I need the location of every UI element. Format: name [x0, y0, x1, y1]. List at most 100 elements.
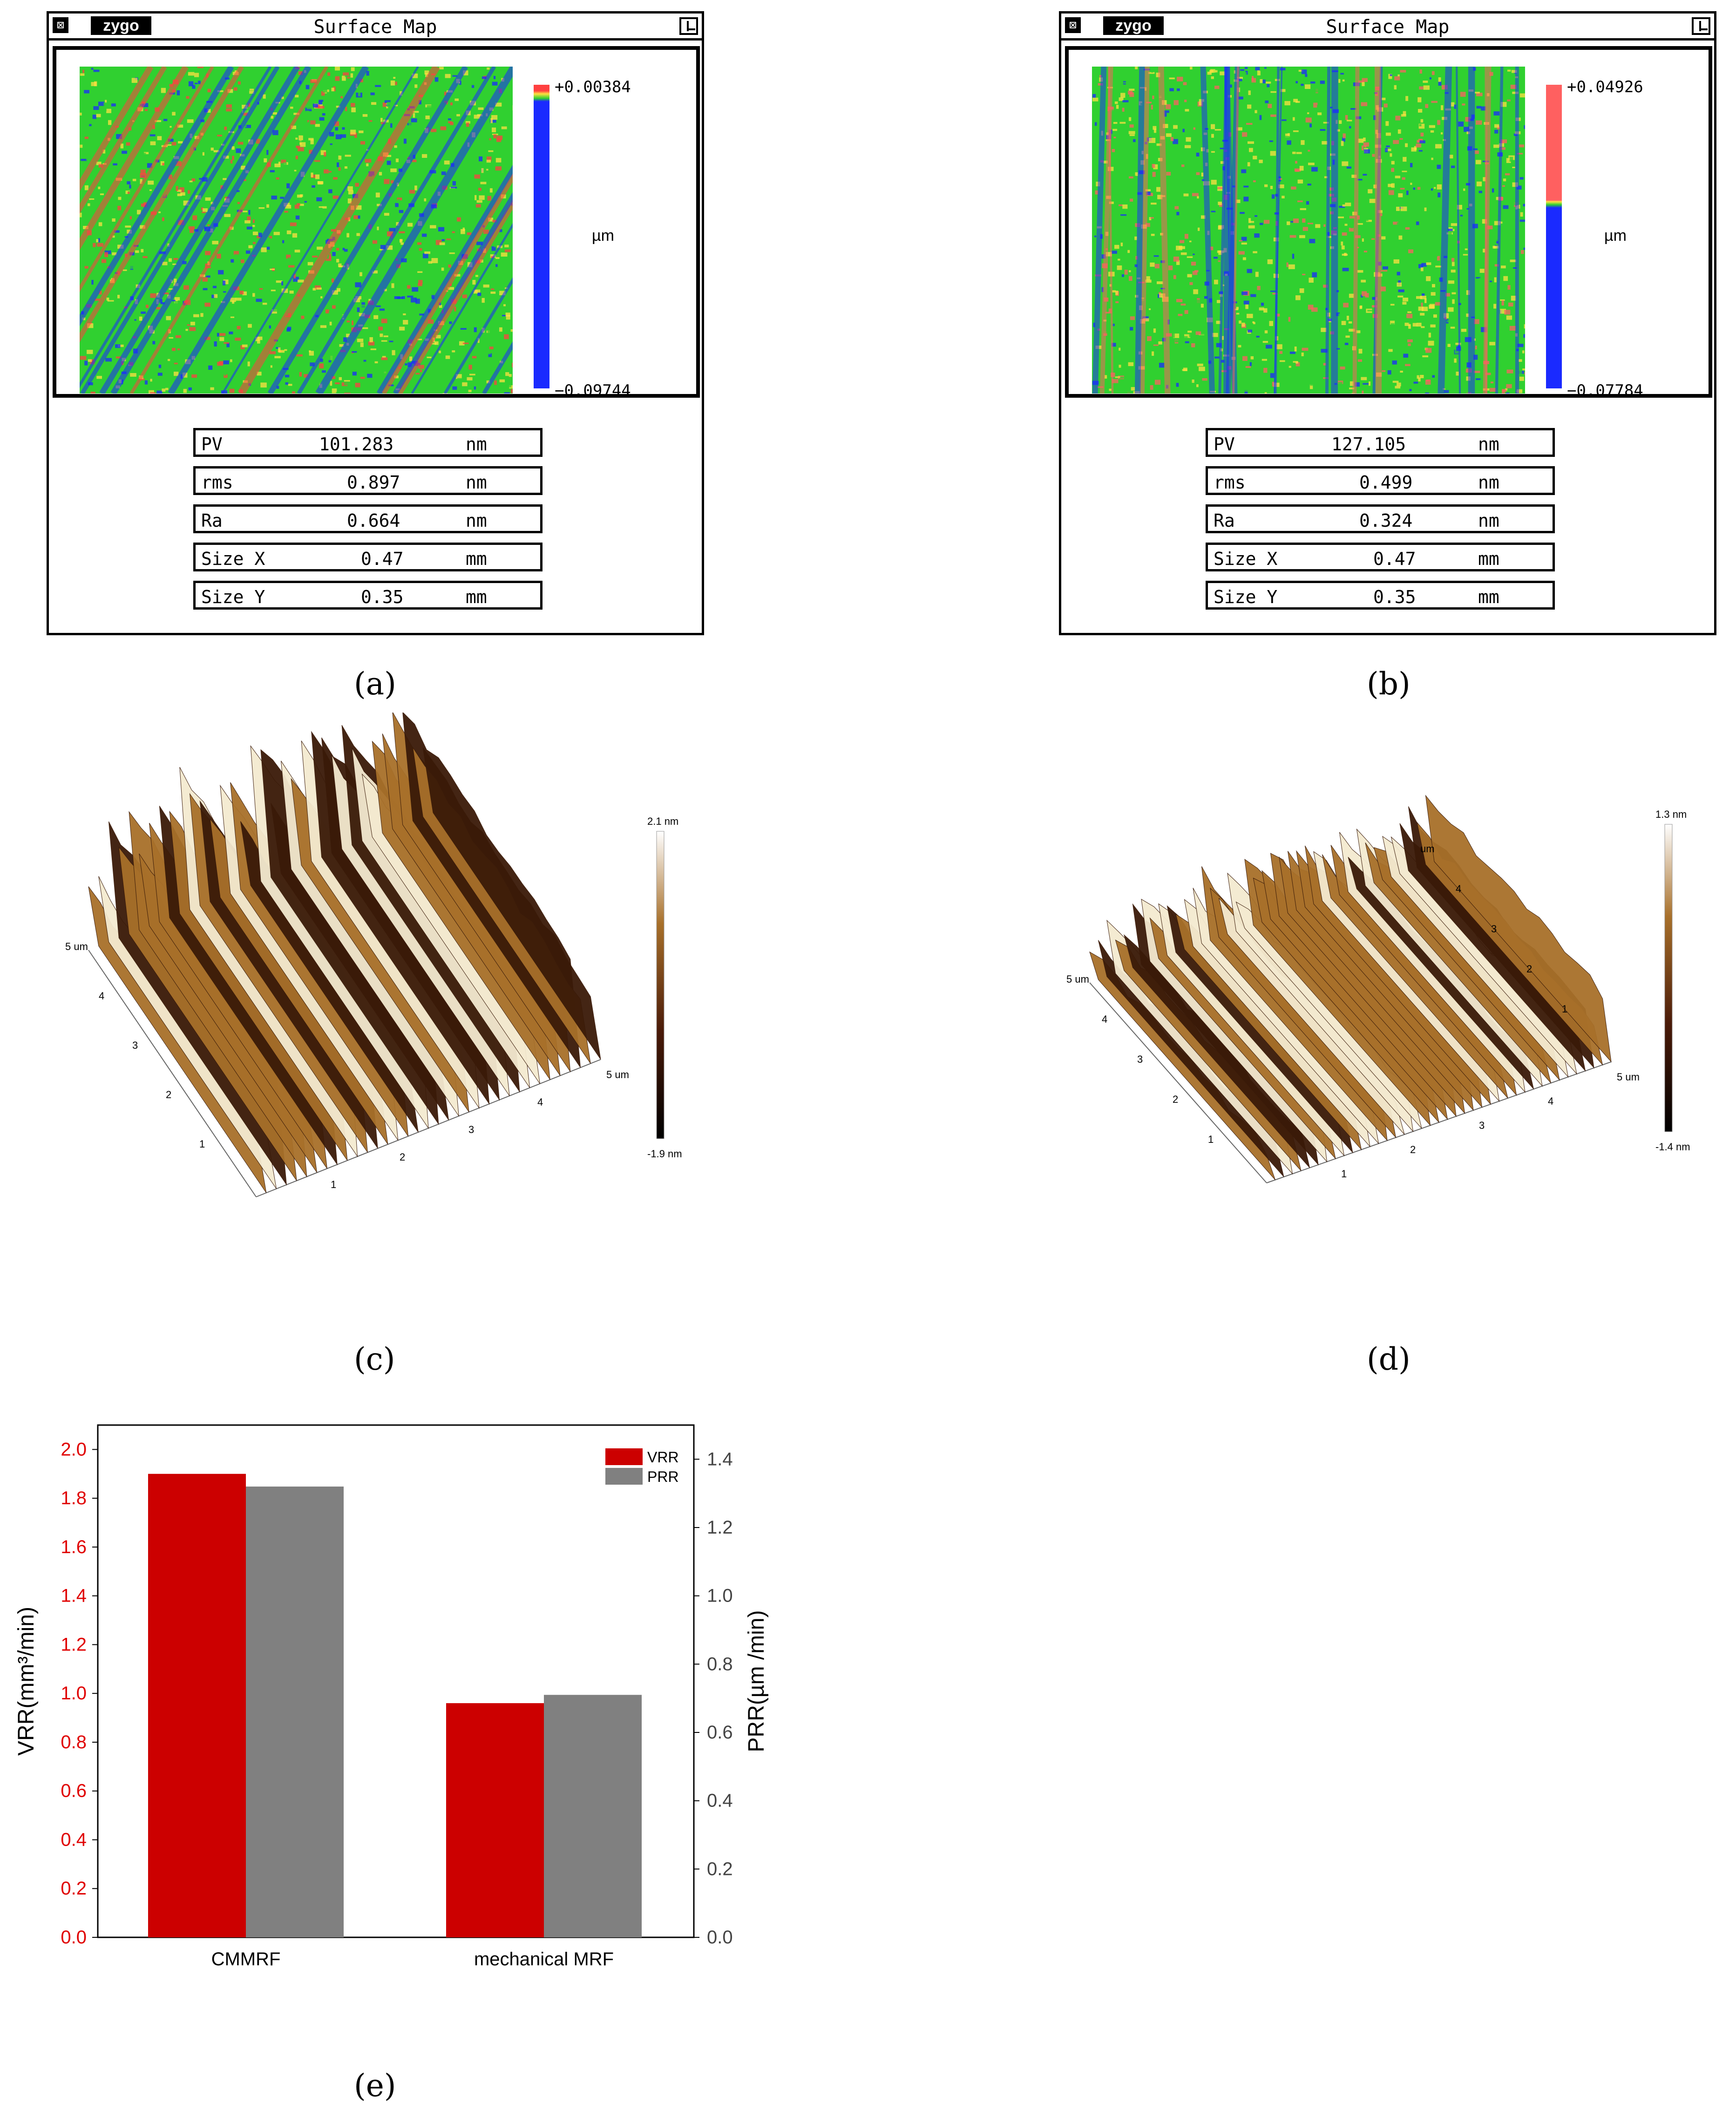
scale-min-label: −0.09744 — [555, 381, 631, 400]
afm-3d-plot-c: 1 2 3 4 5 um 1 2 3 4 5 um 2.1 nm -1.9 nm — [65, 713, 682, 1197]
caption-e: (e) — [354, 2068, 396, 2104]
legend-swatch — [605, 1448, 643, 1465]
left-tick-label: 1.6 — [61, 1537, 87, 1557]
legend-swatch — [605, 1468, 643, 1485]
scale-max-label: +0.04926 — [1567, 78, 1643, 96]
stat-value: 101.283 — [319, 434, 394, 455]
scale-min-label: −0.07784 — [1567, 381, 1643, 400]
stats-row-size-y: Size Y 0.35 mm — [193, 581, 542, 610]
zygo-logo: zygo — [1103, 16, 1164, 35]
y-tick-label: 3 — [1137, 1053, 1143, 1065]
y-tick-label: 3 — [132, 1039, 138, 1051]
right-tick-label: 0.2 — [707, 1859, 733, 1879]
right-tick-label: 0.8 — [707, 1654, 733, 1674]
y-tick-label: 1 — [199, 1138, 205, 1150]
afm-color-scale — [1664, 824, 1673, 1132]
y-tick-label: 4 — [1102, 1013, 1107, 1025]
stat-value: 0.499 — [1359, 472, 1413, 493]
surface-scratches — [1092, 67, 1519, 394]
legend-label: VRR — [647, 1449, 679, 1466]
stat-unit: mm — [1478, 549, 1499, 569]
afm-3d-plot-d: 1 2 3 4 5 um 1 2 3 4 5 um 1 2 3 4 um 1.3 nm -1.4 nm — [1066, 794, 1690, 1183]
afm-tick-labels: 1 2 3 4 5 um 1 2 3 4 5 um — [65, 941, 629, 1190]
legend: VRR PRR — [605, 1448, 679, 1485]
stat-value: 0.35 — [361, 587, 404, 607]
window-title: Surface Map — [1326, 16, 1450, 38]
stats-row-ra: Ra 0.664 nm — [193, 504, 542, 533]
stat-label: Ra — [1214, 510, 1235, 531]
close-icon[interactable]: ⊠ — [53, 17, 68, 33]
x-tick-label: 3 — [1479, 1120, 1485, 1131]
stat-unit: mm — [466, 549, 487, 569]
close-icon[interactable]: ⊠ — [1065, 17, 1081, 33]
stat-label: rms — [201, 472, 233, 493]
surface-map-frame: +0.00384 µm −0.09744 — [53, 46, 700, 400]
restore-icon[interactable] — [679, 17, 698, 35]
afm-color-scale — [656, 831, 665, 1139]
left-tick-label: 0.2 — [61, 1878, 87, 1899]
right-tick-label: 0.0 — [707, 1927, 733, 1948]
x-tick-label: 5 um — [606, 1069, 629, 1080]
scale-max-label: +0.00384 — [555, 78, 631, 96]
x-tick-label: 3 — [468, 1124, 474, 1135]
stat-value: 0.664 — [347, 510, 400, 531]
left-tick-label: 0.0 — [61, 1927, 87, 1948]
z-tick-label: 3 — [1491, 923, 1497, 935]
right-tick-label: 1.0 — [707, 1586, 733, 1606]
x-tick-label: 4 — [537, 1096, 543, 1108]
left-tick-label: 1.8 — [61, 1488, 87, 1508]
left-tick-label: 0.8 — [61, 1732, 87, 1752]
bar-prr-0 — [246, 1487, 344, 1937]
left-axis-ticks: 0.0 0.2 0.4 0.6 0.8 1.0 1.2 1.4 1.6 1.8 2.0 — [61, 1439, 98, 1948]
y-tick-label: 2 — [166, 1089, 171, 1100]
height-scale-bar — [1546, 85, 1562, 388]
afm-surface — [88, 713, 601, 1193]
z-tick-label: 1 — [1562, 1003, 1567, 1015]
afm-surface — [1089, 794, 1612, 1180]
right-tick-label: 1.2 — [707, 1517, 733, 1538]
caption-a: (a) — [354, 666, 396, 702]
y-tick-label: 5 um — [1066, 973, 1089, 985]
stats-row-size-x: Size X 0.47 mm — [1206, 543, 1555, 571]
surface-map-window-b: ⊠ zygo Surface Map +0.04926 µm −0.07784 … — [1059, 11, 1716, 635]
surface-map-image — [1092, 67, 1525, 394]
legend-label: PRR — [647, 1468, 679, 1485]
stat-label: PV — [201, 434, 223, 455]
x-tick-label: 5 um — [1617, 1071, 1640, 1083]
stat-label: rms — [1214, 472, 1246, 493]
right-tick-label: 1.4 — [707, 1449, 733, 1469]
stats-row-size-x: Size X 0.47 mm — [193, 543, 542, 571]
category-label: mechanical MRF — [474, 1949, 614, 1969]
caption-d: (d) — [1367, 1341, 1410, 1377]
stat-label: Size Y — [201, 587, 265, 607]
caption-b: (b) — [1367, 666, 1410, 702]
x-tick-label: 2 — [400, 1151, 405, 1163]
stat-label: Size Y — [1214, 587, 1278, 607]
restore-icon[interactable] — [1692, 17, 1710, 35]
surface-map-frame: +0.04926 µm −0.07784 — [1065, 46, 1712, 400]
stat-unit: mm — [1478, 587, 1499, 607]
caption-c: (c) — [354, 1341, 395, 1377]
afm-zmax-label: 2.1 nm — [647, 815, 678, 827]
y-tick-label: 5 um — [65, 941, 88, 952]
stat-unit: nm — [466, 434, 487, 455]
z-tick-label: 2 — [1526, 963, 1532, 975]
stat-value: 127.105 — [1331, 434, 1406, 455]
afm-zmax-label: 1.3 nm — [1655, 808, 1687, 820]
scale-unit-label: µm — [1604, 227, 1627, 244]
stat-unit: nm — [466, 510, 487, 531]
bar-vrr-1 — [446, 1703, 544, 1937]
y-tick-label: 2 — [1173, 1093, 1178, 1105]
stat-label: PV — [1214, 434, 1235, 455]
stat-value: 0.897 — [347, 472, 400, 493]
window-title: Surface Map — [313, 16, 437, 38]
left-tick-label: 1.0 — [61, 1683, 87, 1704]
surface-map-window-a: ⊠ zygo Surface Map +0.00384 µm −0.09744 … — [47, 11, 704, 635]
bar-vrr-0 — [148, 1474, 246, 1937]
window-titlebar: ⊠ zygo Surface Map — [1061, 14, 1714, 41]
stats-row-pv: PV 127.105 nm — [1206, 428, 1555, 457]
x-tick-label: 1 — [331, 1179, 336, 1190]
afm-tick-labels: 1 2 3 4 5 um 1 2 3 4 5 um 1 2 3 4 um — [1066, 843, 1640, 1180]
window-titlebar: ⊠ zygo Surface Map — [49, 14, 702, 41]
stat-value: 0.47 — [1373, 549, 1416, 569]
